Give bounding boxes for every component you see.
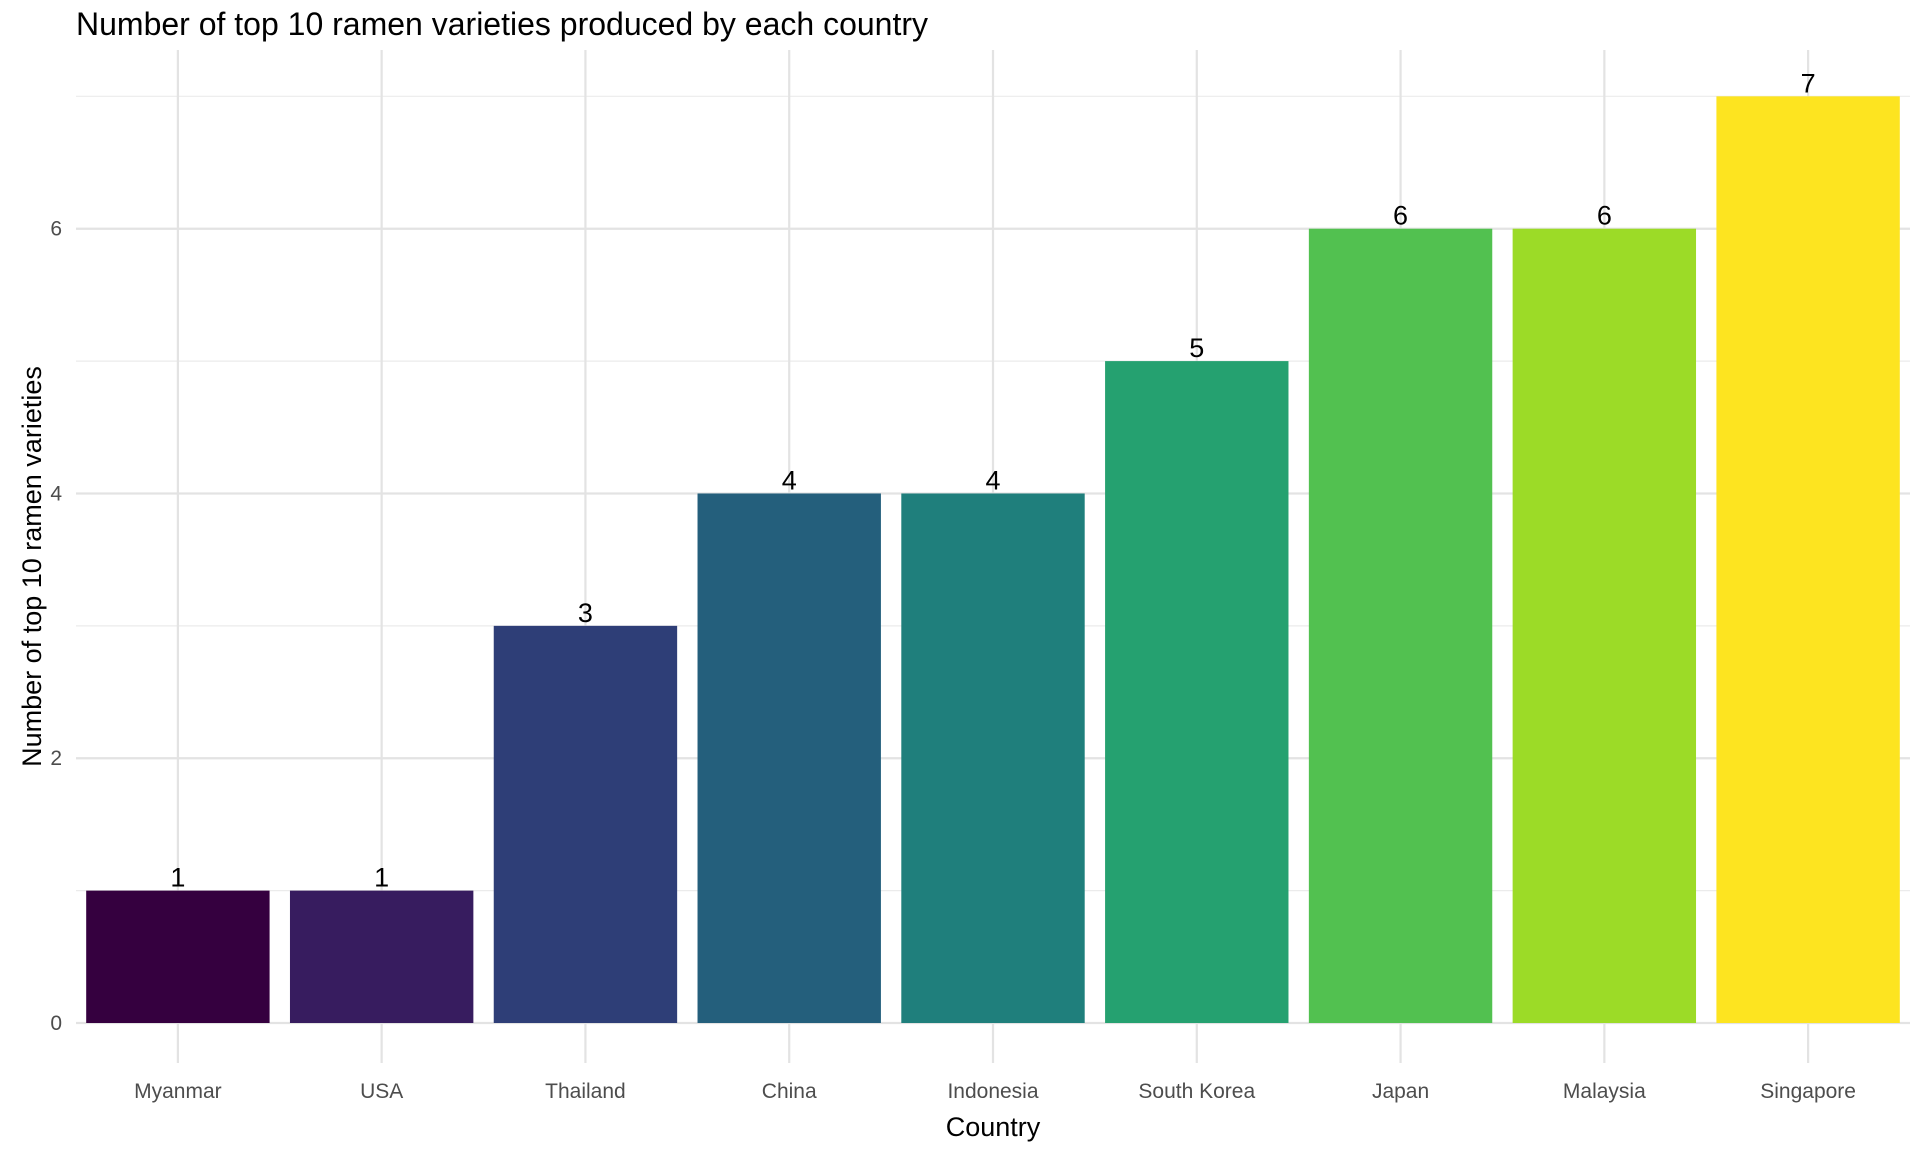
data-label: 6 <box>1393 201 1408 231</box>
x-tick-label: Japan <box>1372 1080 1429 1103</box>
bar-china <box>697 493 881 1023</box>
y-axis-title: Number of top 10 ramen varieties <box>17 366 47 767</box>
y-tick-label: 6 <box>50 218 62 241</box>
data-label: 1 <box>170 863 185 893</box>
bar-myanmar <box>86 890 270 1023</box>
bar-indonesia <box>901 493 1085 1023</box>
x-tick-label: Indonesia <box>947 1080 1038 1103</box>
x-tick-label: South Korea <box>1138 1080 1255 1103</box>
x-tick-label: Thailand <box>545 1080 626 1103</box>
bar-japan <box>1308 228 1493 1023</box>
data-label: 1 <box>374 863 389 893</box>
data-label-layer: 1 1 3 4 4 5 6 6 7 <box>170 68 1815 892</box>
bar-south-korea <box>1105 361 1289 1024</box>
bar-thailand <box>493 625 678 1023</box>
data-label: 6 <box>1597 201 1612 231</box>
x-tick-label: Malaysia <box>1563 1080 1646 1103</box>
x-tick-label: Myanmar <box>134 1080 222 1103</box>
data-label: 3 <box>578 598 593 628</box>
y-tick-label: 4 <box>50 482 62 505</box>
data-label: 4 <box>782 465 797 495</box>
bar-usa <box>289 890 474 1023</box>
bar-layer <box>86 96 1900 1024</box>
data-label: 7 <box>1801 68 1816 98</box>
chart-title: Number of top 10 ramen varieties produce… <box>76 6 929 42</box>
x-tick-label: China <box>762 1080 817 1103</box>
x-axis-title: Country <box>946 1112 1041 1142</box>
y-tick-label: 2 <box>50 747 62 770</box>
axis-layer: Myanmar USA Thailand China Indonesia South Ko… <box>50 218 1856 1103</box>
x-tick-label: USA <box>360 1080 403 1103</box>
x-tick-label: Singapore <box>1760 1080 1856 1103</box>
y-tick-label: 0 <box>50 1012 62 1035</box>
data-label: 5 <box>1189 333 1204 363</box>
bar-singapore <box>1716 96 1900 1024</box>
bar-malaysia <box>1512 228 1697 1023</box>
data-label: 4 <box>985 465 1000 495</box>
